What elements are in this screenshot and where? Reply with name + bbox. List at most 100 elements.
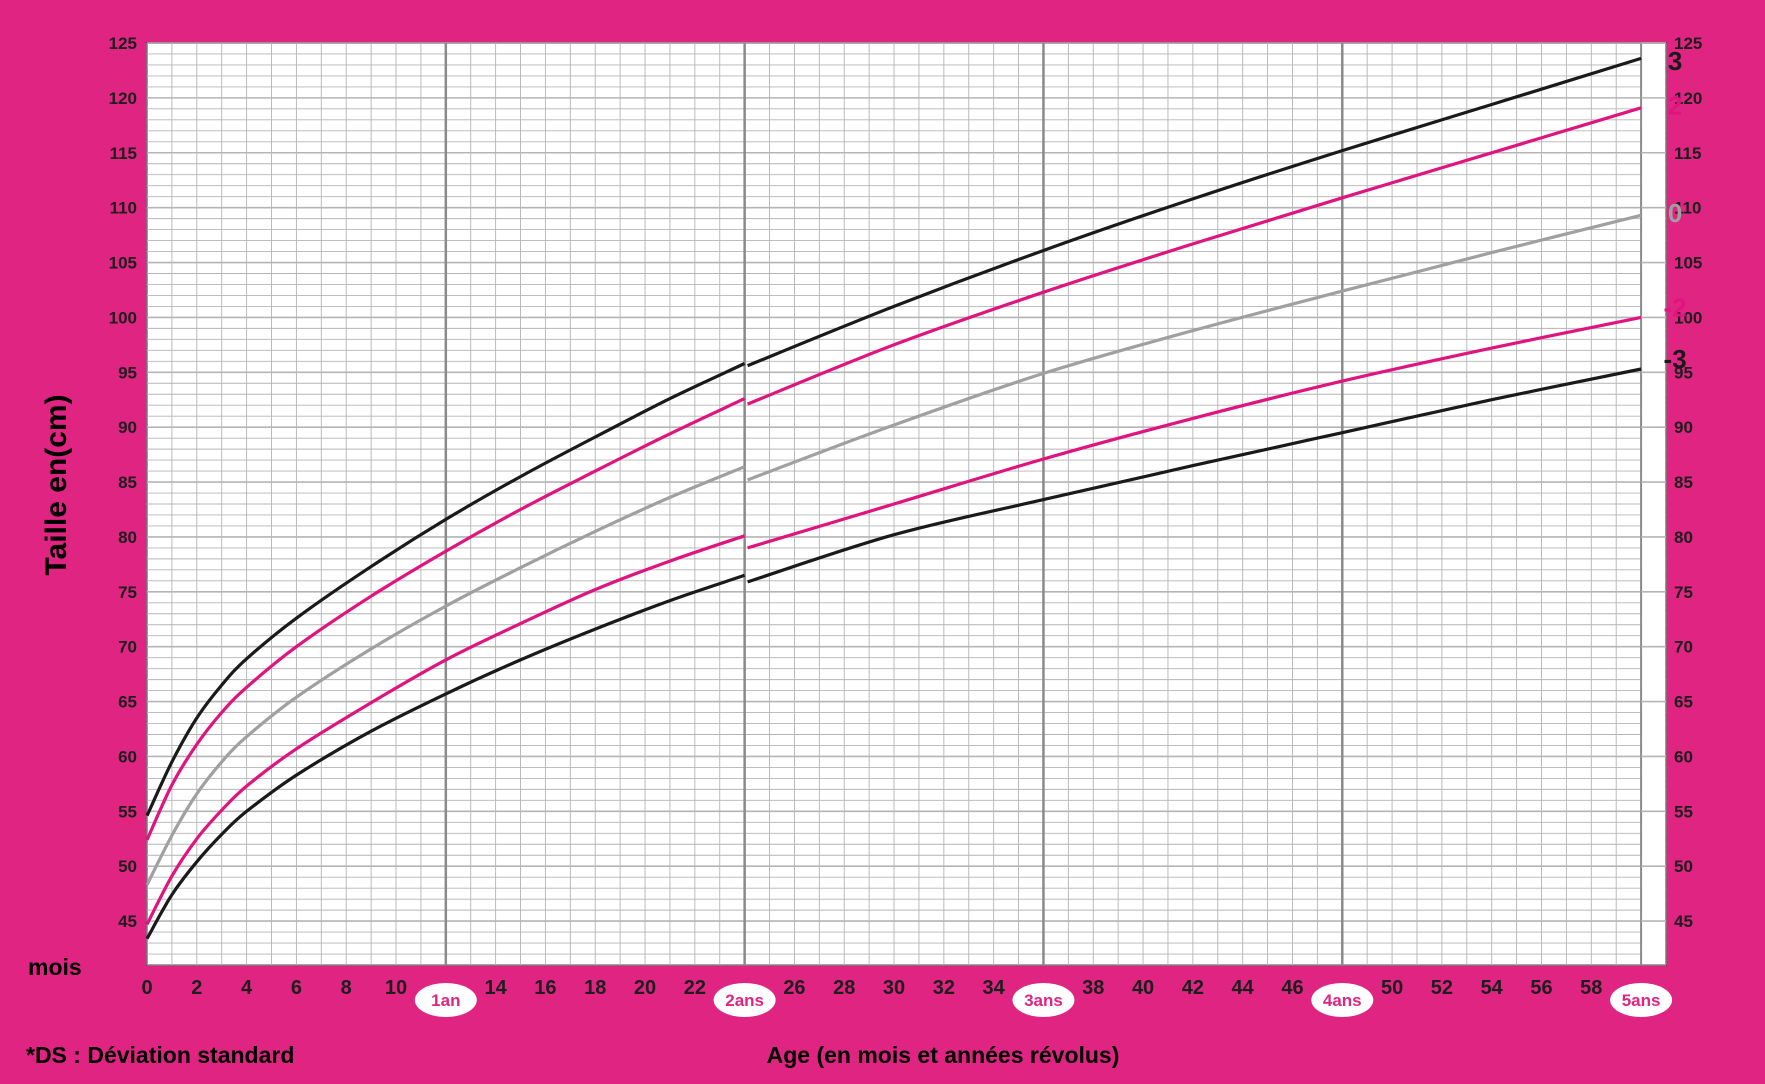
x-tick-label: 38 xyxy=(1082,977,1104,999)
series-label-ds--3: -3 xyxy=(1664,344,1687,374)
y-tick-label-right: 90 xyxy=(1674,418,1693,437)
year-marker: 3ans xyxy=(1012,983,1075,1017)
curve-ds--2-segment-2 xyxy=(747,315,1642,550)
y-tick-label-right: 100 xyxy=(1674,308,1702,327)
y-tick-label-right: 85 xyxy=(1674,473,1693,492)
year-marker-label: 3ans xyxy=(1024,991,1063,1010)
y-tick-label-left: 85 xyxy=(118,473,137,492)
x-axis-unit-label: mois xyxy=(28,954,82,980)
year-marker-pill xyxy=(713,983,776,1017)
y-tick-label-left: 125 xyxy=(109,34,137,53)
series-labels: 3 2 0 -2 -3 xyxy=(1664,46,1687,374)
x-tick-label: 26 xyxy=(783,977,805,999)
y-tick-label-right: 105 xyxy=(1674,254,1702,273)
y-tick-label-left: 95 xyxy=(118,363,137,382)
year-marker-pill xyxy=(1610,983,1673,1017)
series-label-ds-0: 0 xyxy=(1668,198,1682,228)
series-label-ds-3: 3 xyxy=(1668,46,1682,76)
y-tick-label-left: 60 xyxy=(118,747,137,766)
year-marker-label: 2ans xyxy=(725,991,764,1010)
year-marker-pill xyxy=(1311,983,1374,1017)
y-tick-label-right: 65 xyxy=(1674,693,1693,712)
series-label-ds--2: -2 xyxy=(1664,292,1687,322)
x-tick-label: 42 xyxy=(1182,977,1204,999)
y-tick-label-right: 45 xyxy=(1674,912,1693,931)
y-tick-label-left: 100 xyxy=(109,308,137,327)
y-tick-label-left: 80 xyxy=(118,528,137,547)
curve-ds-0-segment-1 xyxy=(145,465,746,886)
y-tick-label-right: 115 xyxy=(1674,144,1701,163)
curve-ds-2-segment-2 xyxy=(746,106,1642,406)
curve-ds-2-segment-1 xyxy=(145,397,746,841)
y-tick-label-right: 95 xyxy=(1674,363,1693,382)
x-tick-label: 58 xyxy=(1580,977,1602,999)
y-tick-label-left: 90 xyxy=(118,418,137,437)
curve-ds--3-segment-1 xyxy=(145,573,746,940)
x-tick-label: 50 xyxy=(1381,977,1403,999)
y-tick-label-right: 80 xyxy=(1674,528,1693,547)
growth-curves xyxy=(145,56,1642,940)
y-tick-label-left: 65 xyxy=(118,693,137,712)
x-tick-label: 8 xyxy=(341,977,352,999)
curve-ds-3-segment-2 xyxy=(746,56,1642,368)
y-tick-label-left: 105 xyxy=(109,254,137,273)
x-tick-label: 20 xyxy=(634,977,656,999)
y-axis-label: Taille en(cm) xyxy=(40,394,73,575)
major-grid xyxy=(444,42,1666,965)
x-tick-label: 44 xyxy=(1232,977,1255,999)
x-axis-ticks: 0 2 4 6 8 10 14 16 18 20 22 26 28 30 32 34 38 40 42 44 46 50 5… xyxy=(141,977,1602,999)
year-marker-label: 1an xyxy=(431,991,460,1010)
y-tick-label-left: 75 xyxy=(118,583,137,602)
x-tick-label: 10 xyxy=(385,977,407,999)
y-tick-label-left: 50 xyxy=(118,857,137,876)
x-tick-label: 16 xyxy=(534,977,556,999)
y-tick-label-right: 60 xyxy=(1674,747,1693,766)
y-tick-label-right: 70 xyxy=(1674,638,1693,657)
year-markers: 1an 2ans 3ans 4ans 5ans xyxy=(414,983,1673,1017)
y-tick-label-right: 50 xyxy=(1674,857,1693,876)
x-tick-label: 14 xyxy=(484,977,507,999)
right-margin-strip xyxy=(1641,44,1665,964)
y-tick-label-left: 70 xyxy=(118,638,137,657)
x-tick-label: 4 xyxy=(241,977,253,999)
y-tick-label-right: 55 xyxy=(1674,802,1693,821)
x-tick-label: 40 xyxy=(1132,977,1154,999)
y-axis-left-ticks: 45 50 55 60 65 70 75 80 85 90 95 100 105 110 115 120 125 xyxy=(109,34,137,931)
y-tick-label-right: 125 xyxy=(1674,34,1702,53)
y-tick-label-right: 75 xyxy=(1674,583,1693,602)
x-tick-label: 18 xyxy=(584,977,606,999)
curve-ds-3-segment-1 xyxy=(145,362,746,817)
y-tick-label-left: 45 xyxy=(118,912,137,931)
curve-ds-0-segment-2 xyxy=(747,213,1642,482)
x-tick-label: 28 xyxy=(833,977,855,999)
y-tick-label-right: 110 xyxy=(1674,199,1701,218)
year-marker: 5ans xyxy=(1610,983,1673,1017)
year-marker-pill xyxy=(414,983,477,1017)
x-tick-label: 52 xyxy=(1431,977,1453,999)
y-tick-label-left: 55 xyxy=(118,802,137,821)
x-tick-label: 2 xyxy=(191,977,202,999)
y-tick-label-left: 120 xyxy=(109,89,137,108)
x-tick-label: 30 xyxy=(883,977,905,999)
x-tick-label: 32 xyxy=(933,977,955,999)
x-tick-label: 34 xyxy=(983,977,1006,999)
x-tick-label: 56 xyxy=(1530,977,1552,999)
x-tick-label: 54 xyxy=(1481,977,1504,999)
y-tick-label-left: 110 xyxy=(110,199,137,218)
curve-ds--3-segment-2 xyxy=(747,367,1642,584)
y-tick-label-right: 120 xyxy=(1674,89,1702,108)
footnote: *DS : Déviation standard xyxy=(26,1042,294,1068)
curve-ds--2-segment-1 xyxy=(145,534,746,926)
y-axis-right-ticks: 45 50 55 60 65 70 75 80 85 90 95 100 105 110 115 120 125 xyxy=(1674,34,1702,931)
year-marker-pill xyxy=(1012,983,1075,1017)
x-tick-label: 6 xyxy=(291,977,302,999)
year-marker: 4ans xyxy=(1311,983,1374,1017)
x-tick-label: 46 xyxy=(1281,977,1303,999)
x-tick-label: 0 xyxy=(141,977,152,999)
year-marker-label: 5ans xyxy=(1622,991,1661,1010)
x-axis-label: Age (en mois et années révolus) xyxy=(767,1042,1120,1068)
year-marker-label: 4ans xyxy=(1323,991,1362,1010)
x-tick-label: 22 xyxy=(684,977,706,999)
series-label-ds-2: 2 xyxy=(1668,91,1682,121)
